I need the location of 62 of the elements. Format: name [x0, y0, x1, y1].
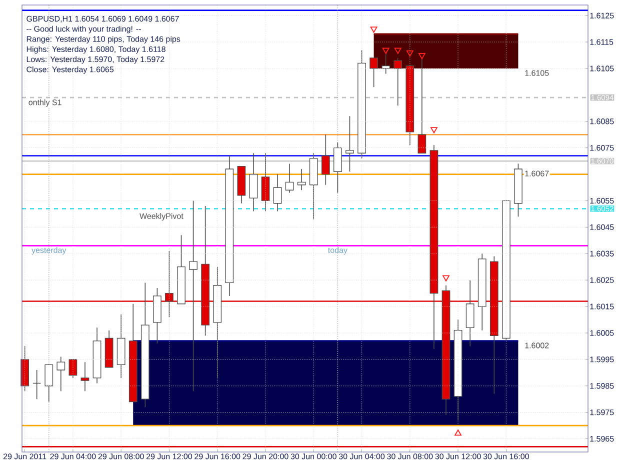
x-tick-label: 30 Jun 00:00 — [290, 454, 336, 460]
y-tick-label: 1.6025 — [590, 277, 614, 283]
x-tick-label: 29 Jun 20:00 — [242, 454, 288, 460]
y-tick-label: 1.6115 — [590, 39, 614, 45]
y-tick-label: 1.6075 — [590, 145, 614, 151]
x-tick-label: 30 Jun 04:00 — [338, 454, 385, 460]
y-tick-label: 1.6005 — [590, 330, 614, 336]
annotation: onthly S1 — [28, 99, 62, 107]
point — [406, 50, 414, 57]
x-tick-label: 30 Jun 08:00 — [387, 454, 433, 460]
candlestick — [346, 116, 354, 172]
candlestick — [80, 362, 90, 392]
annotation: -- Good luck with your trading! -- — [26, 26, 141, 34]
candlestick — [273, 174, 282, 212]
annotation: 1.6105 — [525, 70, 549, 76]
candlestick — [249, 152, 258, 212]
y-tick-label: 1.6055 — [590, 198, 614, 204]
y-tick-label: 1.6035 — [590, 250, 614, 256]
y-tick-label: 1.5995 — [590, 356, 614, 362]
point — [382, 48, 390, 54]
annotation: Highs: Yesterday 1.6080, Today 1.6118 — [26, 46, 166, 54]
candlestick — [334, 142, 342, 194]
annotation: WeeklyPivot — [140, 213, 184, 220]
point — [370, 26, 378, 33]
candlestick — [370, 58, 378, 88]
candlestick — [297, 168, 306, 191]
point — [418, 53, 426, 60]
candlestick — [56, 356, 66, 392]
y-tick-label: 1.5975 — [590, 409, 614, 416]
candlestick — [285, 163, 294, 194]
candlestick — [394, 58, 402, 106]
ref-line-label: yesterday — [32, 247, 66, 255]
point — [442, 275, 450, 282]
text: GBPUSD,H1 1.6054 1.6069 1.6049 1.6067 — [26, 16, 179, 23]
x-tick-label: 29 Jun 12:00 — [146, 454, 192, 460]
y-tick-label: 1.5985 — [590, 383, 614, 389]
point — [394, 48, 402, 54]
candlestick — [466, 280, 474, 347]
annotation: Close: Yesterday 1.6065 — [26, 66, 114, 74]
candlestick — [44, 364, 54, 402]
y-tick-label: 1.6125 — [590, 12, 614, 18]
point — [430, 127, 438, 134]
ref-line-label: today — [328, 247, 348, 255]
x-tick-label: 29 Jun 08:00 — [98, 454, 144, 460]
y-tick-label: 1.6105 — [590, 66, 614, 72]
candlestick — [189, 200, 198, 392]
annotation: Lows: Yesterday 1.5970, Today 1.5972 — [26, 56, 164, 64]
x-tick-label: 29 Jun 16:00 — [194, 454, 240, 460]
annotation: 1.6067 — [525, 170, 549, 176]
x-tick-label: 29 Jun 04:00 — [50, 454, 96, 460]
candlestick — [321, 134, 330, 186]
x-tick-label: 30 Jun 12:00 — [435, 454, 481, 460]
y-tick-label: 1.6015 — [590, 304, 614, 310]
x-tick-label: 29 Jun 2011 — [3, 454, 46, 460]
annotation: Range: Yesterday 110 pips, Today 146 pips — [26, 36, 180, 44]
y-tick-label: 1.5965 — [590, 436, 614, 442]
point — [454, 430, 462, 436]
x-tick-label: 30 Jun 16:00 — [483, 454, 529, 460]
y-tick-label: 1.6085 — [590, 118, 614, 124]
y-tick-label: 1.6045 — [590, 224, 614, 230]
annotation: 1.6002 — [525, 342, 549, 348]
candlestick — [32, 370, 42, 400]
